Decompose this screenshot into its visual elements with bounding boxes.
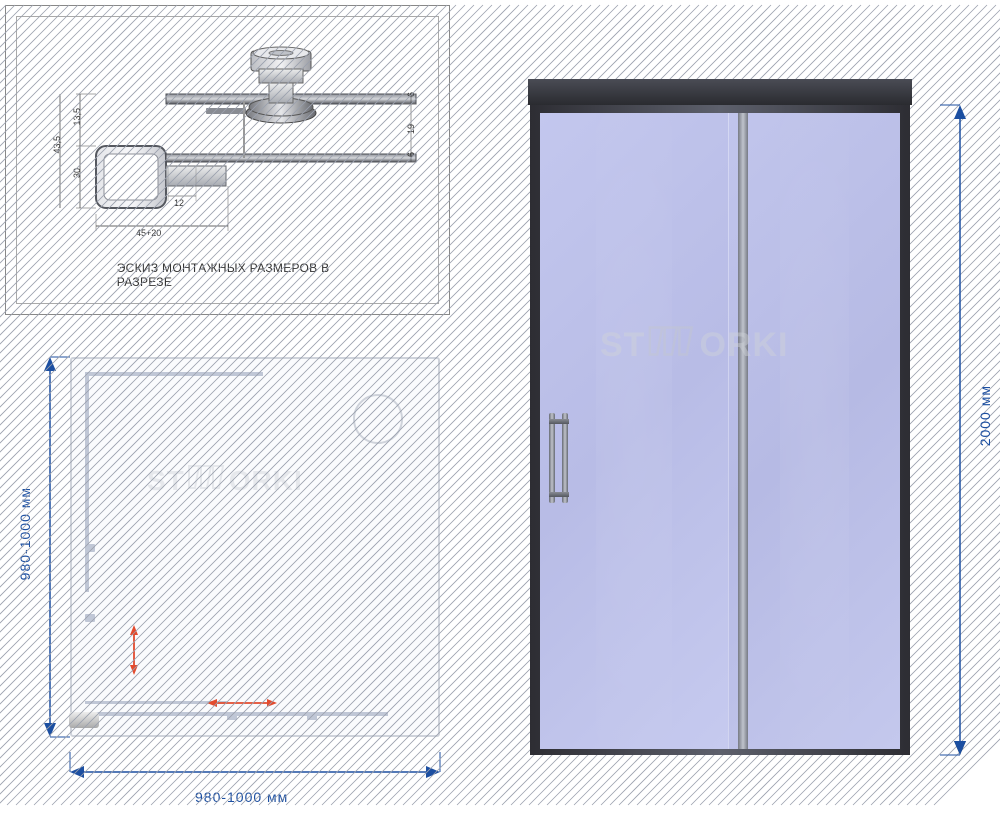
- dim-line-vertical: [945, 105, 975, 755]
- top-rail: [528, 79, 912, 105]
- brand-logo-icon: [647, 325, 697, 366]
- door-frame: ST ORKI: [530, 105, 910, 755]
- handle-bar: [562, 413, 568, 503]
- glass-panels: [540, 113, 900, 749]
- glass-highlight: [596, 113, 671, 749]
- door-handle: [546, 413, 572, 503]
- drain-icon: [353, 394, 403, 444]
- front-view-panel: ST ORKI 2000 мм: [500, 5, 995, 819]
- brand-watermark: ST ORKI: [147, 464, 303, 497]
- center-mullion: [738, 113, 748, 749]
- cross-section-panel: 43,5 13,5 30 45+20 12 6 19 6 ЭСКИЗ МОНТА…: [5, 5, 450, 315]
- brand-pre: ST: [147, 465, 185, 497]
- dim-v-total: 43,5: [52, 136, 62, 154]
- dim-width-label: 980-1000 мм: [195, 789, 288, 805]
- handle-bar: [549, 413, 555, 503]
- handle-mount: [549, 419, 569, 424]
- shower-door: ST ORKI: [530, 105, 910, 755]
- glass-sliding: [540, 113, 729, 749]
- dim-height-label: 2000 мм: [977, 385, 993, 446]
- dim-height-label: 980-1000 мм: [17, 487, 33, 580]
- glass-fixed: [729, 113, 900, 749]
- handle-mount: [549, 492, 569, 497]
- brand-pre: ST: [600, 326, 645, 365]
- rail-top: [85, 372, 263, 376]
- brand-post: ORKI: [699, 326, 788, 365]
- dim-h-bottom: 45+20: [136, 228, 161, 238]
- glass-highlight: [780, 113, 848, 749]
- brand-watermark: ST ORKI: [600, 325, 788, 366]
